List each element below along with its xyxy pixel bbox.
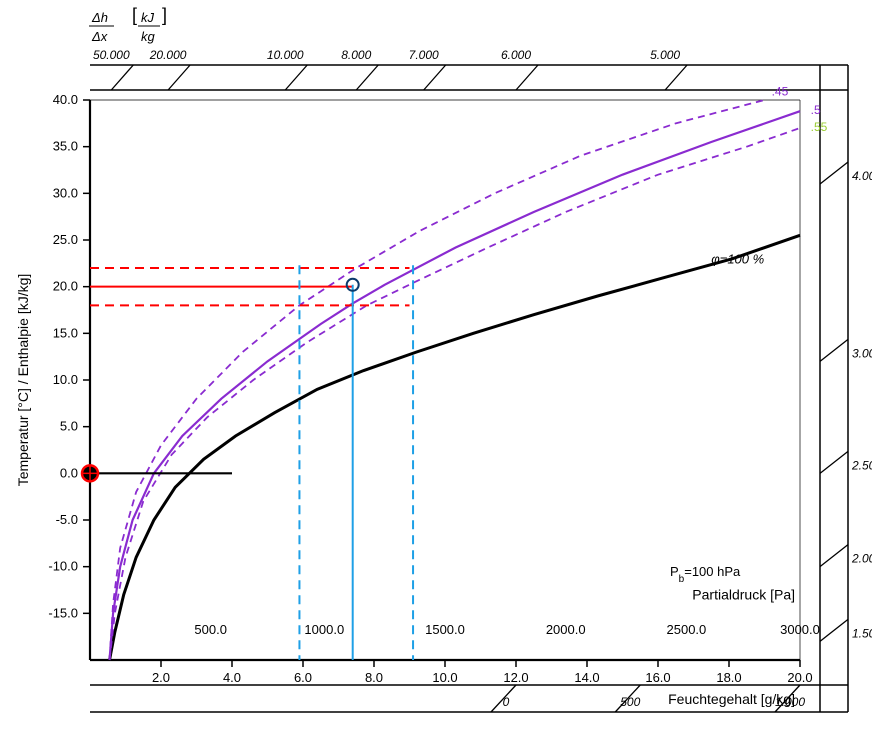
y-tick-label: 40.0 [53,92,78,107]
top-tick-label: 6.000 [501,48,531,62]
x-tick-label: 18.0 [716,670,741,685]
curve-label-phi55: .55 [811,120,828,134]
top-tick-label: 20.000 [149,48,187,62]
partial-tick-label: 2000.0 [546,622,586,637]
partial-tick-label: 2500.0 [667,622,707,637]
top-bracket-l: [ [132,5,137,25]
y-axis-title: Temperatur [°C] / Enthalpie [kJ/kg] [15,274,31,487]
y-tick-label: 25.0 [53,232,78,247]
curve-label-phi45: .45 [772,84,789,98]
top-frac-denominator: Δx [91,29,108,44]
curve-label-phi50: .5 [811,103,821,117]
partial-tick-label: 1000.0 [304,622,344,637]
top-tick-label: 10.000 [267,48,304,62]
x-tick-label: 20.0 [787,670,812,685]
bottom-tick-label: 500 [620,695,640,709]
right-tick-label: 3.000 [852,346,872,360]
right-tick-label: 4.000 [852,169,872,183]
top-unit-num: kJ [141,10,155,25]
top-tick-label: 7.000 [409,48,439,62]
top-frac-numerator: Δh [91,10,108,25]
top-tick-label: 50.000 [93,48,130,62]
x-tick-label: 4.0 [223,670,241,685]
right-tick-label: 2.500 [851,458,872,472]
partial-tick-label: 500.0 [194,622,227,637]
top-tick-label: 5.000 [650,48,680,62]
x-axis-title: Feuchtegehalt [g/kg] [668,691,795,707]
partial-tick-label: 1500.0 [425,622,465,637]
y-tick-label: 30.0 [53,185,78,200]
partial-tick-label: 3000.0 [780,622,820,637]
phi100-label: φ=100 % [711,251,764,266]
y-tick-label: -15.0 [48,605,78,620]
y-tick-label: 35.0 [53,139,78,154]
x-tick-label: 12.0 [503,670,528,685]
top-tick-label: 8.000 [341,48,371,62]
top-bracket-r: ] [162,5,167,25]
y-tick-label: -5.0 [56,512,78,527]
x-tick-label: 16.0 [645,670,670,685]
y-tick-label: -10.0 [48,559,78,574]
x-tick-label: 8.0 [365,670,383,685]
right-tick-label: 2.000 [851,552,872,566]
right-tick-label: 1.500 [852,626,872,640]
y-tick-label: 15.0 [53,325,78,340]
x-tick-label: 6.0 [294,670,312,685]
top-unit-den: kg [141,29,156,44]
y-tick-label: 5.0 [60,419,78,434]
partial-axis-title: Partialdruck [Pa] [692,586,795,602]
x-tick-label: 2.0 [152,670,170,685]
bottom-tick-label: 0 [503,695,510,709]
y-tick-label: 10.0 [53,372,78,387]
y-tick-label: 20.0 [53,279,78,294]
x-tick-label: 14.0 [574,670,599,685]
y-tick-label: 0.0 [60,465,78,480]
x-tick-label: 10.0 [432,670,457,685]
